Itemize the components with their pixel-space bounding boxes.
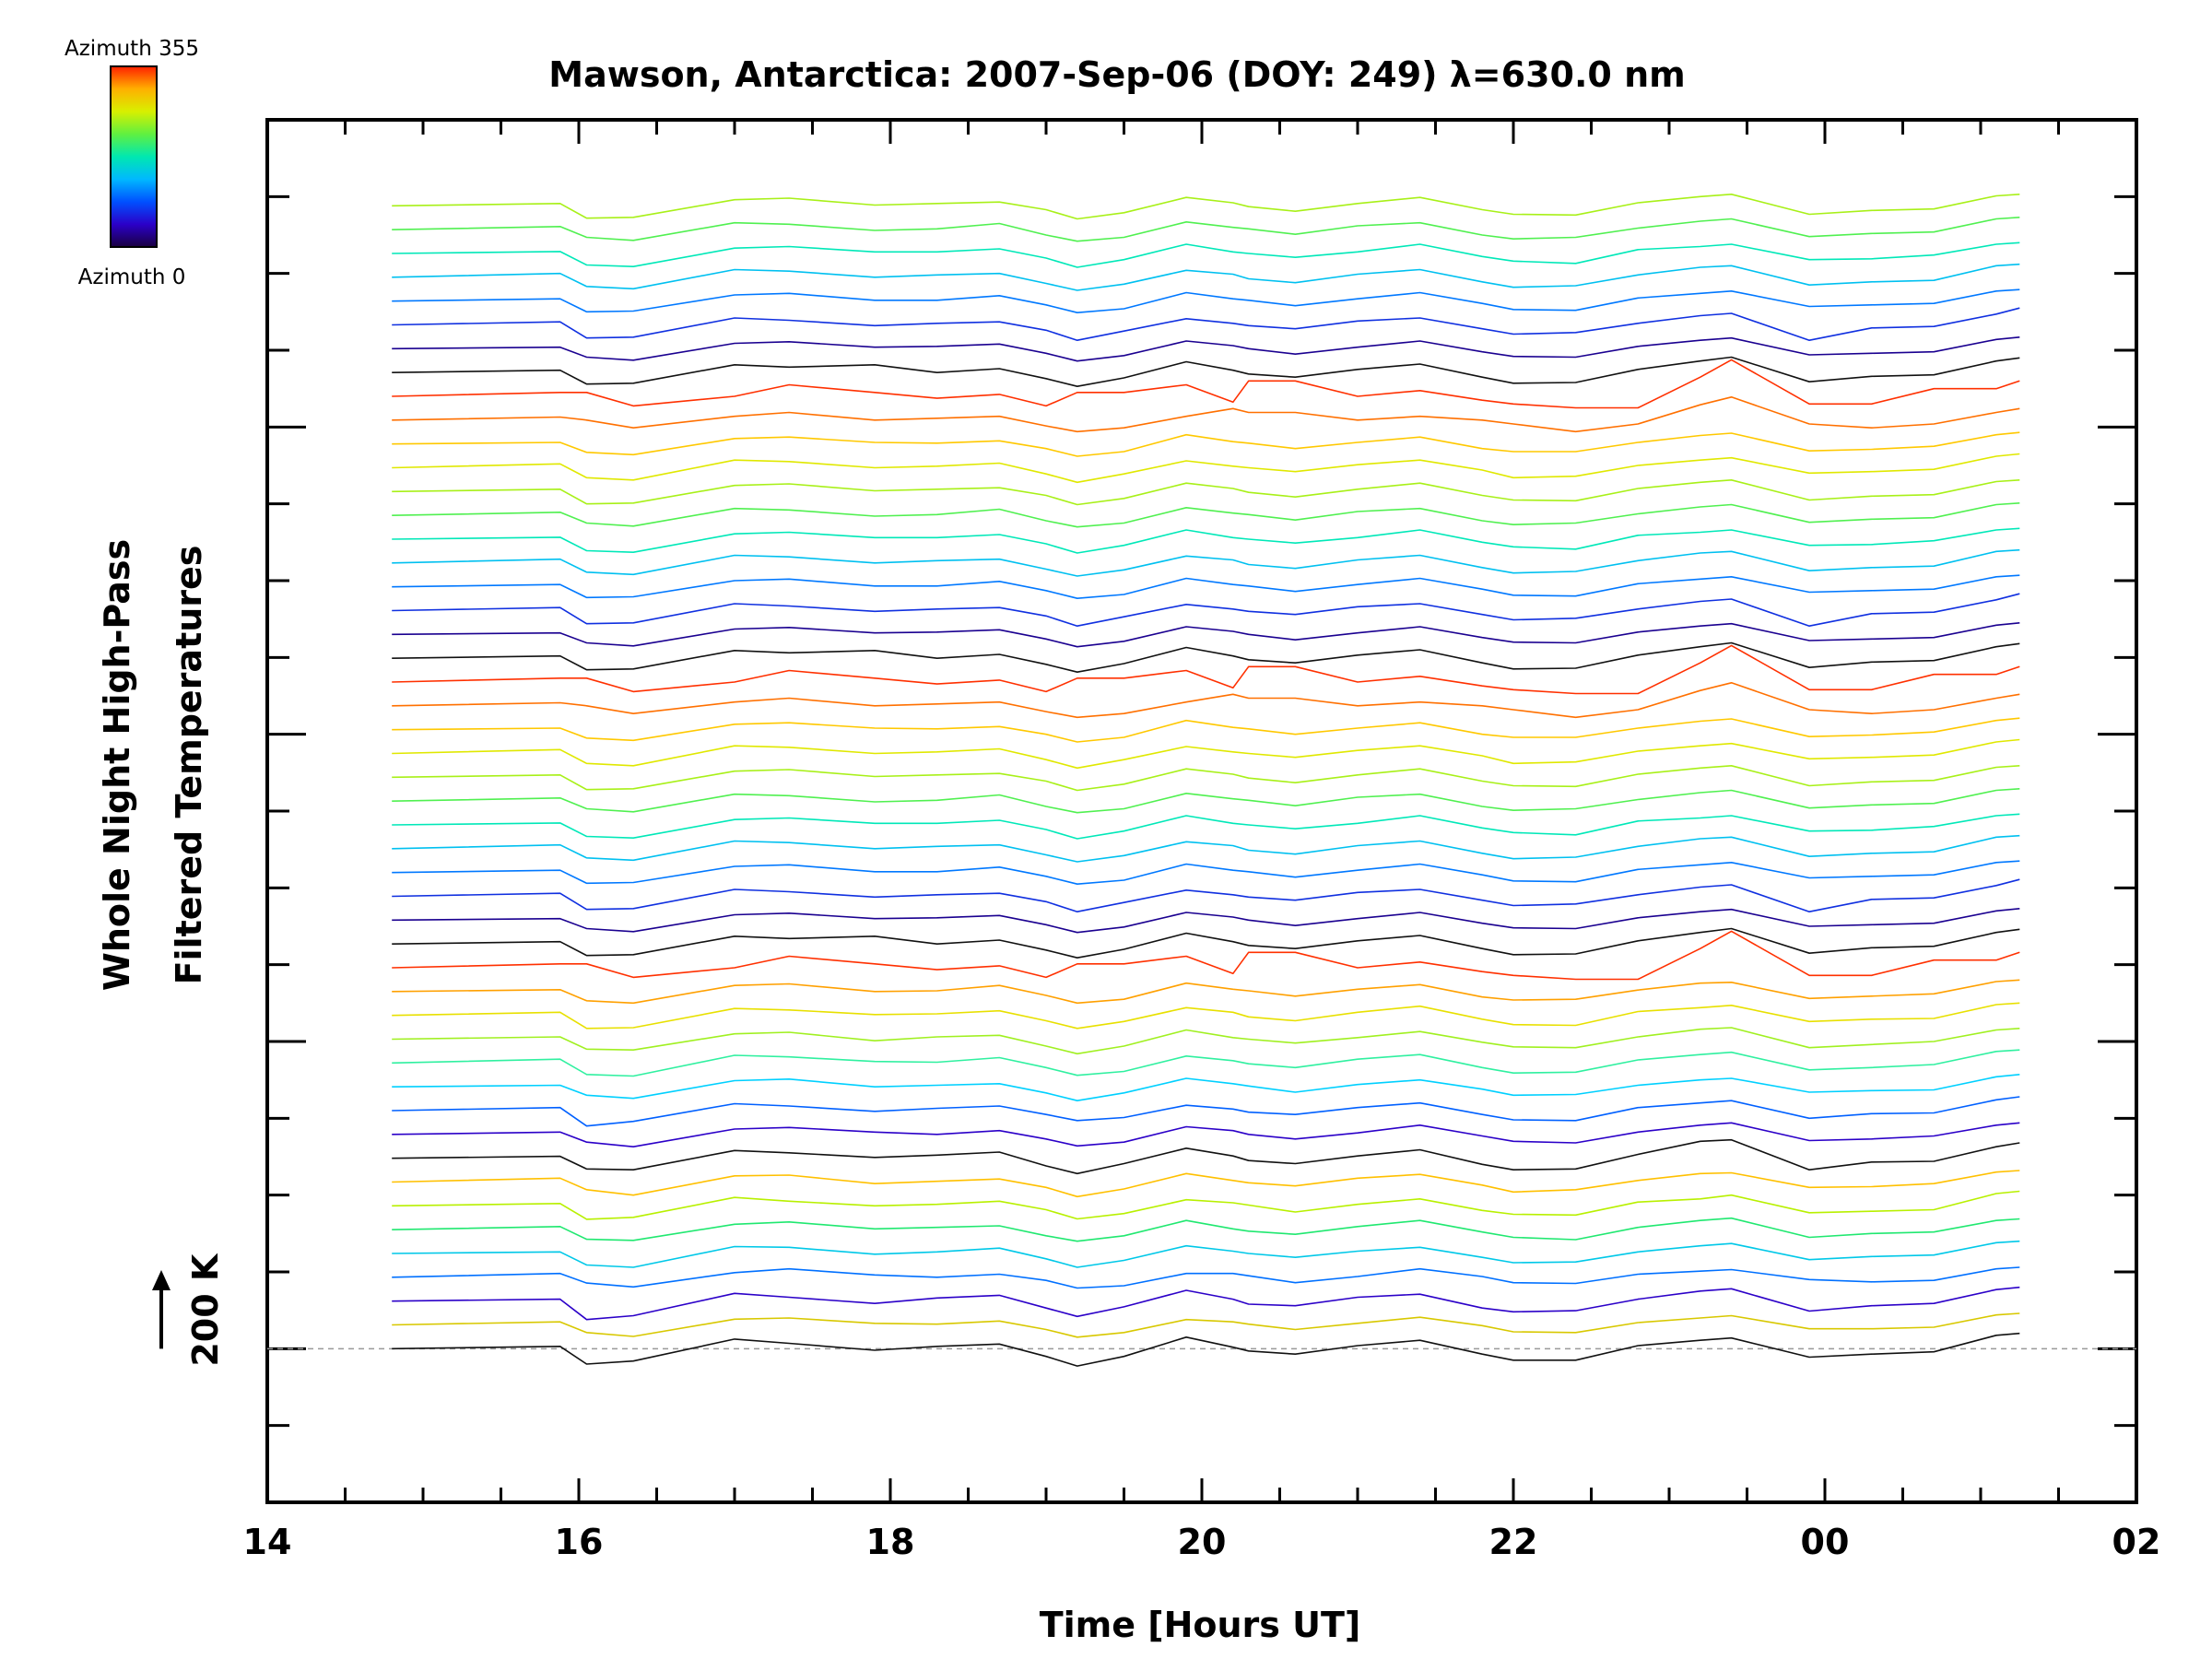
series-line-34 [392, 527, 2020, 554]
series-line-23 [392, 788, 2020, 814]
plot-frame [265, 118, 2138, 1504]
y-axis-label-line2: Filtered Temperatures [169, 546, 209, 985]
series-line-28 [392, 644, 2020, 695]
series-line-1 [392, 1312, 2020, 1338]
series-line-22 [392, 813, 2020, 840]
y-axis-label-line1: Whole Night High-Pass [97, 539, 137, 991]
colorbar-label-bottom: Azimuth 0 [78, 265, 186, 289]
series-line-26 [392, 717, 2020, 743]
series-line-0 [392, 1332, 2020, 1367]
series-line-20 [392, 860, 2020, 886]
scale-label: 200 K [185, 1253, 226, 1367]
x-tick-labels: 14 16 18 20 22 00 02 [243, 1522, 2161, 1562]
scale-indicator: 200 K [152, 1253, 226, 1367]
x-ticks [265, 120, 2138, 1502]
colorbar-gradient [110, 65, 158, 248]
series-line-38 [392, 431, 2020, 457]
series-line-45 [392, 263, 2020, 291]
series-line-40 [392, 359, 2020, 409]
series-line-21 [392, 834, 2020, 863]
y-ticks [267, 194, 2136, 1428]
series-line-16 [392, 930, 2020, 981]
x-tick-label: 18 [866, 1522, 915, 1562]
series-line-15 [392, 979, 2020, 1005]
series-line-14 [392, 1002, 2020, 1030]
series-line-39 [392, 395, 2020, 433]
series-line-36 [392, 478, 2020, 506]
series-line-30 [392, 622, 2020, 648]
series-line-8 [392, 1138, 2020, 1175]
series-line-10 [392, 1096, 2020, 1127]
series-line-24 [392, 764, 2020, 792]
colorbar: Azimuth 355 Azimuth 0 [65, 37, 199, 289]
series-line-4 [392, 1240, 2020, 1268]
series-line-33 [392, 548, 2020, 577]
series-line-32 [392, 574, 2020, 600]
x-tick-label: 20 [1178, 1522, 1227, 1562]
chart-title: Mawson, Antarctica: 2007-Sep-06 (DOY: 24… [548, 54, 1685, 95]
series-line-2 [392, 1286, 2020, 1321]
series-line-29 [392, 641, 2020, 674]
x-tick-label: 16 [555, 1522, 604, 1562]
series-line-31 [392, 593, 2020, 628]
series-line-6 [392, 1190, 2020, 1220]
x-axis-label: Time [Hours UT] [1040, 1605, 1361, 1645]
series-group [392, 194, 2020, 1367]
x-tick-label: 02 [2112, 1522, 2161, 1562]
series-line-46 [392, 241, 2020, 268]
series-line-42 [392, 336, 2020, 362]
scale-arrow-head-icon [152, 1270, 171, 1290]
series-line-41 [392, 356, 2020, 388]
series-line-3 [392, 1266, 2020, 1289]
series-line-35 [392, 502, 2020, 528]
series-line-27 [392, 681, 2020, 719]
series-line-9 [392, 1122, 2020, 1147]
series-line-5 [392, 1217, 2020, 1242]
x-tick-label: 14 [243, 1522, 292, 1562]
series-line-25 [392, 738, 2020, 770]
series-line-11 [392, 1074, 2020, 1101]
series-line-48 [392, 194, 2020, 220]
x-tick-label: 00 [1801, 1522, 1850, 1562]
series-line-13 [392, 1027, 2020, 1055]
x-tick-label: 22 [1489, 1522, 1538, 1562]
series-line-44 [392, 288, 2020, 314]
series-line-17 [392, 927, 2020, 959]
series-line-47 [392, 217, 2020, 242]
series-line-37 [392, 453, 2020, 484]
series-line-7 [392, 1170, 2020, 1198]
series-line-43 [392, 307, 2020, 342]
series-line-12 [392, 1049, 2020, 1077]
series-line-18 [392, 908, 2020, 934]
colorbar-label-top: Azimuth 355 [65, 37, 199, 61]
series-line-19 [392, 878, 2020, 913]
